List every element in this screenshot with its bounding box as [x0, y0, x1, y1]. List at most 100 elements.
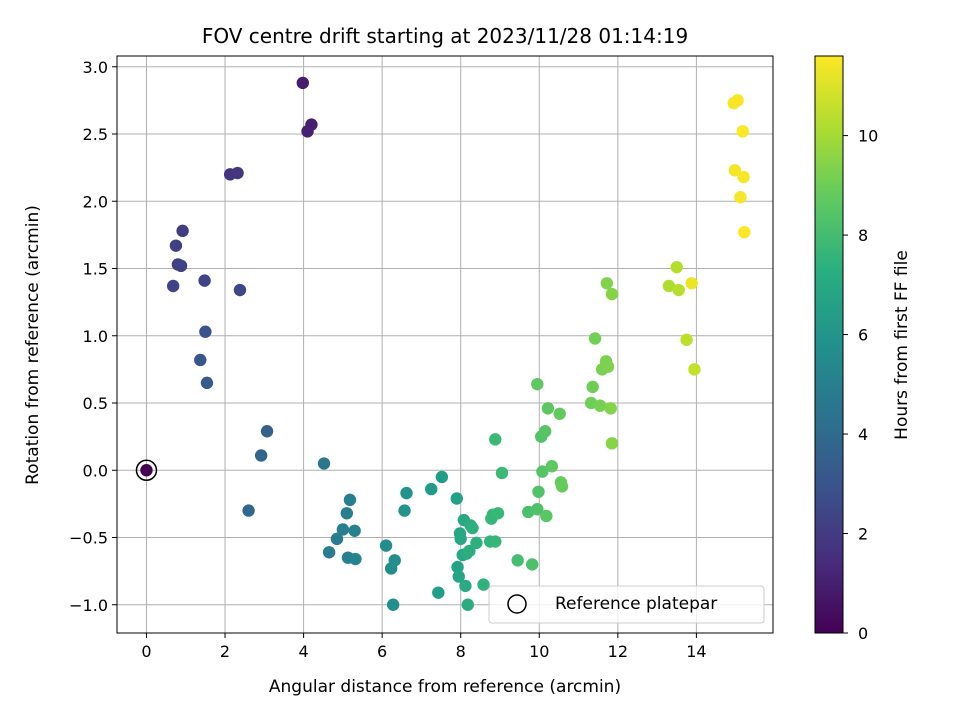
- colorbar-label: Hours from first FF file: [892, 250, 912, 440]
- x-tick-label: 4: [298, 642, 308, 661]
- data-point: [254, 449, 268, 462]
- data-point: [435, 470, 449, 484]
- data-point: [737, 170, 750, 184]
- data-point: [398, 504, 411, 517]
- data-point: [536, 465, 549, 478]
- data-point: [470, 536, 483, 550]
- data-point: [531, 503, 544, 516]
- data-point: [680, 333, 693, 346]
- data-point: [198, 274, 211, 287]
- data-point: [600, 277, 614, 290]
- colorbar-tick-label: 4: [858, 425, 868, 444]
- data-point: [400, 486, 413, 500]
- data-point: [452, 570, 465, 583]
- data-point: [169, 239, 183, 252]
- data-point: [491, 507, 505, 520]
- data-point: [531, 377, 544, 391]
- data-point: [379, 539, 393, 552]
- grid: [117, 56, 773, 633]
- x-tick-label: 8: [456, 642, 466, 661]
- y-tick-label: −0.5: [69, 529, 108, 548]
- data-point: [166, 279, 180, 293]
- y-tick-label: 3.0: [83, 58, 108, 77]
- data-point: [174, 259, 188, 273]
- data-point: [477, 578, 490, 591]
- data-point: [605, 287, 619, 301]
- data-point: [586, 380, 599, 394]
- data-points: [166, 76, 751, 611]
- x-axis-ticks: 0 2 4 6 8 10 12 14: [141, 633, 707, 661]
- data-point: [349, 552, 362, 566]
- data-point: [685, 277, 698, 290]
- data-point: [736, 125, 749, 138]
- data-point: [605, 437, 619, 450]
- colorbar: 0 2 4 6 8 10 Hours from first FF file: [814, 55, 912, 643]
- data-point: [604, 402, 617, 415]
- legend: Reference platepar: [488, 585, 765, 624]
- x-tick-label: 0: [141, 642, 151, 661]
- colorbar-tick-label: 6: [858, 326, 868, 345]
- y-tick-label: 0.5: [83, 394, 108, 413]
- data-point: [731, 94, 744, 107]
- data-point: [176, 224, 189, 238]
- data-point: [670, 260, 683, 274]
- data-point: [541, 402, 555, 415]
- data-point: [388, 554, 401, 567]
- data-point: [231, 166, 244, 180]
- reference-marker-group: [135, 459, 158, 482]
- data-point: [330, 532, 344, 546]
- data-point: [463, 544, 476, 558]
- data-point: [451, 560, 464, 574]
- data-point: [233, 283, 247, 297]
- x-tick-label: 2: [220, 642, 230, 661]
- legend-marker-reference: [507, 594, 527, 614]
- y-tick-label: 2.0: [83, 192, 108, 211]
- data-point: [322, 546, 336, 559]
- data-point: [305, 118, 318, 131]
- y-tick-label: 0.0: [83, 461, 108, 480]
- data-point: [495, 466, 509, 480]
- data-point: [317, 457, 331, 470]
- data-point: [540, 509, 553, 523]
- data-point: [489, 433, 502, 446]
- colorbar-tick-label: 0: [858, 624, 868, 643]
- reference-ring: [135, 459, 158, 482]
- data-point: [461, 598, 474, 611]
- data-point: [511, 554, 524, 567]
- x-axis-label: Angular distance from reference (arcmin): [269, 677, 621, 697]
- data-point: [343, 493, 357, 507]
- y-axis-label: Rotation from reference (arcmin): [23, 205, 43, 485]
- data-point: [432, 586, 445, 599]
- data-point: [260, 425, 274, 438]
- chart-title: FOV centre drift starting at 2023/11/28 …: [202, 24, 688, 48]
- data-point: [336, 523, 350, 536]
- y-tick-label: 2.5: [83, 125, 108, 144]
- colorbar-ticks: 0 2 4 6 8 10: [843, 127, 878, 643]
- colorbar-tick-label: 2: [858, 525, 868, 544]
- data-point: [526, 558, 539, 571]
- data-point: [348, 524, 361, 537]
- data-point: [489, 535, 502, 548]
- x-tick-label: 6: [377, 642, 387, 661]
- data-point: [588, 332, 602, 345]
- data-point: [532, 485, 545, 498]
- data-point: [728, 164, 742, 177]
- data-point: [296, 76, 310, 90]
- data-point: [199, 325, 212, 338]
- y-tick-label: −1.0: [69, 596, 108, 615]
- y-tick-label: 1.5: [83, 260, 108, 279]
- legend-label-reference: Reference platepar: [555, 594, 717, 614]
- data-point: [738, 225, 751, 239]
- data-point: [454, 532, 467, 546]
- legend-box: [488, 585, 765, 624]
- x-tick-label: 14: [686, 642, 706, 661]
- data-point: [340, 507, 353, 520]
- reference-point: [140, 464, 153, 477]
- data-point: [545, 460, 559, 473]
- data-point: [200, 376, 214, 390]
- data-point: [459, 579, 472, 593]
- x-tick-label: 10: [529, 642, 549, 661]
- data-point: [734, 191, 747, 204]
- data-point: [593, 399, 607, 412]
